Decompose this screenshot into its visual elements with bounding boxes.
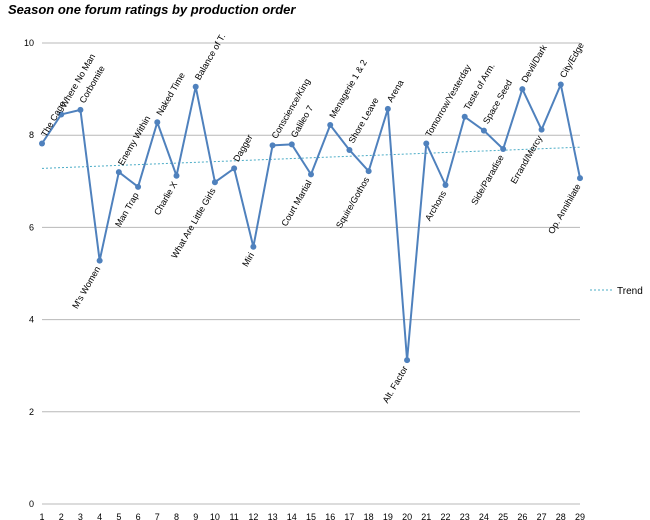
x-tick-label-27: 27 — [537, 512, 547, 520]
data-point-16 — [327, 122, 334, 129]
data-point-23 — [461, 113, 468, 120]
data-point-17 — [346, 146, 353, 153]
x-tick-label-14: 14 — [287, 512, 297, 520]
point-label-27: Errand/Mercy — [509, 133, 545, 185]
trend-line — [41, 146, 581, 169]
data-point-22 — [442, 181, 449, 188]
y-tick-label-6: 6 — [29, 222, 34, 232]
point-label-24: Space Seed — [481, 78, 514, 125]
x-tick-label-18: 18 — [364, 512, 374, 520]
point-label-7: Naked Time — [154, 71, 187, 118]
x-tick-label-28: 28 — [556, 512, 566, 520]
x-tick-label-1: 1 — [39, 512, 44, 520]
x-tick-label-29: 29 — [575, 512, 585, 520]
data-point-3 — [77, 106, 84, 113]
point-label-26: Devil/Dark — [519, 43, 549, 84]
x-tick-label-2: 2 — [59, 512, 64, 520]
data-point-7 — [154, 119, 161, 126]
x-tick-label-11: 11 — [229, 512, 238, 520]
x-tick-label-21: 21 — [421, 512, 431, 520]
x-axis-ticks: 1 2 3 4 5 6 7 8 9 10 11 12 13 14 15 16 17 18 19 20 21 22 23 24 2… — [39, 512, 585, 520]
x-tick-label-8: 8 — [174, 512, 179, 520]
x-tick-label-19: 19 — [383, 512, 393, 520]
x-tick-label-5: 5 — [116, 512, 121, 520]
data-point-19 — [384, 105, 391, 112]
x-tick-label-6: 6 — [136, 512, 141, 520]
data-point-8 — [173, 172, 180, 179]
trend-line-group — [41, 146, 581, 169]
data-point-12 — [250, 243, 257, 250]
data-point-25 — [500, 146, 507, 153]
data-point-15 — [308, 171, 314, 178]
data-point-20 — [404, 357, 411, 364]
point-label-15: Court Martial — [279, 178, 313, 228]
point-label-17: Shore Leave — [347, 96, 381, 145]
point-label-20: Alt. Factor — [381, 364, 410, 405]
y-tick-label-2: 2 — [29, 407, 34, 417]
data-point-5 — [115, 169, 122, 176]
y-axis-ticks: 0 2 4 6 8 10 — [24, 38, 34, 509]
data-point-13 — [269, 142, 276, 149]
data-point-1 — [39, 140, 45, 147]
data-point-28 — [557, 81, 564, 88]
point-label-28: City/Edge — [558, 41, 586, 80]
point-label-6: Man Trap — [113, 191, 141, 229]
legend-trend-label: Trend — [617, 286, 643, 297]
data-point-24 — [480, 127, 487, 134]
y-tick-label-10: 10 — [24, 38, 34, 48]
data-point-18 — [365, 168, 372, 175]
x-tick-label-15: 15 — [306, 512, 316, 520]
data-point-4 — [96, 257, 103, 264]
point-label-10: What Are Little Girls — [169, 186, 218, 260]
x-tick-label-23: 23 — [460, 512, 470, 520]
x-tick-label-4: 4 — [97, 512, 102, 520]
point-label-11: Dagger — [231, 133, 254, 164]
y-tick-label-4: 4 — [29, 315, 34, 325]
legend: Trend — [590, 286, 643, 297]
point-label-19: Arena — [385, 78, 406, 104]
x-tick-label-10: 10 — [210, 512, 220, 520]
data-points — [39, 81, 583, 364]
data-point-2 — [58, 111, 65, 118]
data-point-11 — [231, 165, 238, 172]
point-label-25: Side/Paradise — [469, 153, 506, 207]
point-label-9: Balance of T. — [193, 32, 228, 82]
data-point-6 — [135, 183, 142, 190]
x-tick-label-3: 3 — [78, 512, 83, 520]
y-tick-label-0: 0 — [29, 499, 34, 509]
x-tick-label-17: 17 — [344, 512, 354, 520]
x-tick-label-22: 22 — [440, 512, 450, 520]
x-tick-label-25: 25 — [498, 512, 508, 520]
x-tick-label-12: 12 — [248, 512, 258, 520]
chart-title: Season one forum ratings by production o… — [8, 2, 296, 17]
x-tick-label-26: 26 — [517, 512, 527, 520]
x-tick-label-16: 16 — [325, 512, 335, 520]
data-point-29 — [577, 175, 583, 182]
x-tick-label-20: 20 — [402, 512, 412, 520]
x-tick-label-24: 24 — [479, 512, 489, 520]
data-point-14 — [288, 141, 295, 148]
point-label-12: Miri — [240, 251, 256, 269]
point-label-18: Squire/Gothos — [334, 175, 372, 230]
point-label-4: M's Women — [70, 265, 102, 311]
x-tick-label-9: 9 — [193, 512, 198, 520]
x-tick-label-13: 13 — [268, 512, 278, 520]
data-point-21 — [423, 140, 430, 147]
grid-lines — [42, 42, 580, 505]
point-label-8: Charlie X — [152, 180, 179, 217]
data-point-10 — [211, 179, 218, 186]
x-tick-label-7: 7 — [155, 512, 160, 520]
data-point-9 — [192, 83, 199, 90]
data-point-27 — [538, 126, 545, 133]
y-tick-label-8: 8 — [29, 130, 34, 140]
data-point-26 — [519, 86, 526, 93]
point-label-22: Archons — [423, 189, 448, 223]
